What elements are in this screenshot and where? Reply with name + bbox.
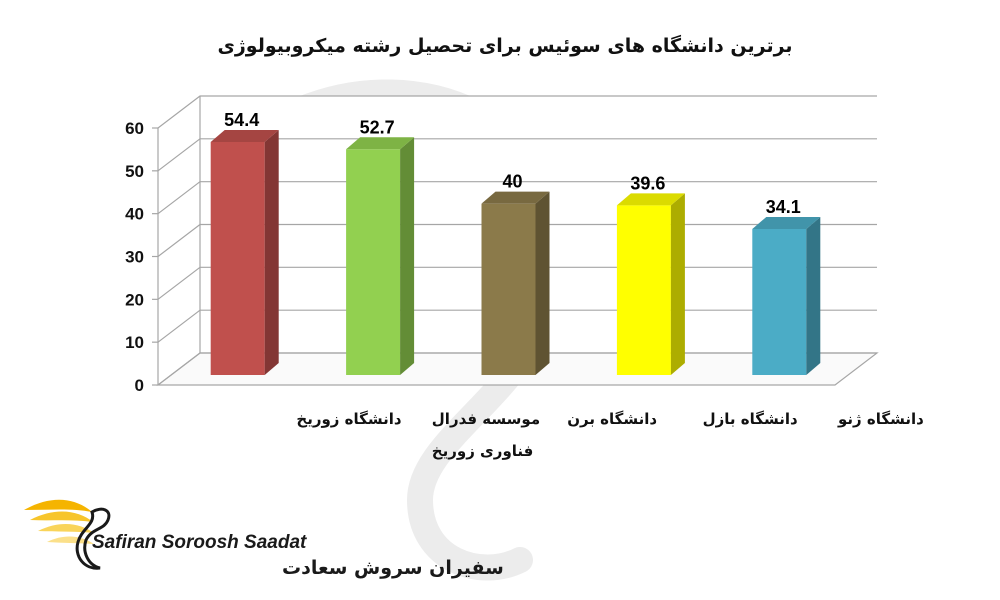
y-tick-label: 10 xyxy=(125,333,144,352)
bar-front xyxy=(210,141,265,375)
y-axis-ticks: 0 10 20 30 40 50 60 xyxy=(125,119,158,395)
bar-side xyxy=(264,129,279,375)
data-label: 34.1 xyxy=(766,197,801,217)
bar-top xyxy=(616,193,685,206)
bar-front xyxy=(752,228,807,375)
brand-logo: Safiran Soroosh Saadat سفیران سروش سعادت xyxy=(24,499,504,579)
bar-side xyxy=(535,191,550,375)
data-label: 52.7 xyxy=(360,117,395,137)
y-tick-label: 30 xyxy=(125,248,144,267)
bar xyxy=(481,191,550,375)
bar-top xyxy=(481,191,550,204)
logo-name-fa: سفیران سروش سعادت xyxy=(282,557,504,579)
value-labels: 54.4 52.7 40 39.6 34.1 xyxy=(224,110,801,217)
bars xyxy=(210,129,821,375)
bar-side xyxy=(400,137,415,375)
y-tick-label: 50 xyxy=(125,162,144,181)
data-label: 54.4 xyxy=(224,110,259,130)
gridline xyxy=(157,181,877,215)
bar xyxy=(616,193,685,375)
y-tick-label: 60 xyxy=(125,119,144,138)
x-tick-label: دانشگاه زوریخ xyxy=(296,410,402,428)
y-tick-label: 20 xyxy=(125,290,144,309)
bar-front xyxy=(346,149,401,375)
logo-name-en: Safiran Soroosh Saadat xyxy=(92,532,307,553)
bar-top xyxy=(752,216,821,229)
x-tick-label: دانشگاه برن xyxy=(567,410,657,428)
gridline xyxy=(157,95,877,129)
y-tick-label: 0 xyxy=(135,376,144,395)
bar-top xyxy=(346,137,415,150)
x-tick-label: فناوری زوریخ xyxy=(432,442,534,460)
x-tick-label: دانشگاه بازل xyxy=(703,410,798,428)
bar-side xyxy=(670,193,685,375)
y-tick-label: 40 xyxy=(125,205,144,224)
x-tick-label: دانشگاه ژنو xyxy=(837,410,924,428)
data-label: 40 xyxy=(502,172,522,192)
bar-front xyxy=(616,205,671,375)
x-axis-labels: دانشگاه زوریخ موسسه فدرال فناوری زوریخ دانش… xyxy=(296,410,924,460)
x-tick-label: موسسه فدرال xyxy=(432,410,540,428)
chart-title: برترین دانشگاه های سوئیس برای تحصیل رشته… xyxy=(217,34,792,57)
eagle-wing-icon xyxy=(24,499,111,570)
bar-top xyxy=(210,129,279,142)
bar xyxy=(346,137,415,375)
bar-front xyxy=(481,203,536,375)
bar xyxy=(752,216,821,375)
bar-side xyxy=(806,216,821,375)
bar xyxy=(210,129,279,375)
gridline xyxy=(157,138,877,172)
data-label: 39.6 xyxy=(630,173,665,193)
